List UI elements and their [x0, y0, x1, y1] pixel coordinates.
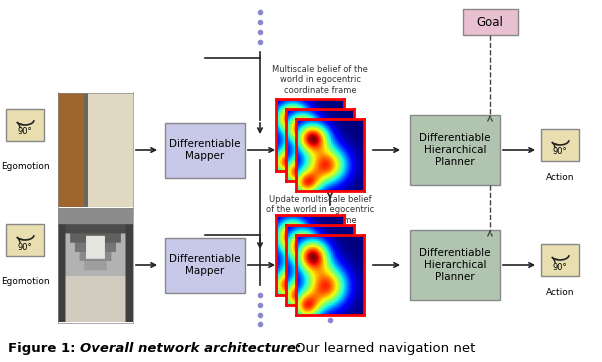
Text: 90°: 90°: [17, 243, 33, 252]
Text: Differentiable
Hierarchical
Planner: Differentiable Hierarchical Planner: [419, 248, 491, 282]
Text: Egomotion: Egomotion: [1, 162, 49, 171]
Text: Action: Action: [546, 173, 574, 182]
Text: Differentiable
Hierarchical
Planner: Differentiable Hierarchical Planner: [419, 134, 491, 167]
Text: Figure 1:: Figure 1:: [8, 342, 75, 355]
Text: 90°: 90°: [553, 147, 567, 156]
Text: Goal: Goal: [477, 16, 503, 29]
Text: 90°: 90°: [17, 127, 33, 136]
Text: Action: Action: [546, 288, 574, 297]
Text: Our learned navigation net: Our learned navigation net: [295, 342, 476, 355]
Bar: [462, 9, 518, 35]
Bar: [6, 224, 44, 256]
Bar: [410, 230, 500, 300]
Text: Overall network architecture:: Overall network architecture:: [80, 342, 301, 355]
Text: Multiscale belief of the
world in egocentric
coordinate frame: Multiscale belief of the world in egocen…: [272, 65, 368, 95]
Text: Differentiable
Mapper: Differentiable Mapper: [169, 254, 241, 276]
Text: Egomotion: Egomotion: [1, 277, 49, 286]
Text: Differentiable
Mapper: Differentiable Mapper: [169, 139, 241, 161]
Bar: [6, 109, 44, 141]
Bar: [410, 115, 500, 185]
Text: Update multiscale belief
of the world in egocentric
coordinate frame: Update multiscale belief of the world in…: [266, 195, 374, 225]
Bar: [541, 244, 579, 276]
Bar: [165, 237, 245, 292]
Bar: [541, 129, 579, 161]
Bar: [165, 122, 245, 177]
Text: 90°: 90°: [553, 262, 567, 272]
